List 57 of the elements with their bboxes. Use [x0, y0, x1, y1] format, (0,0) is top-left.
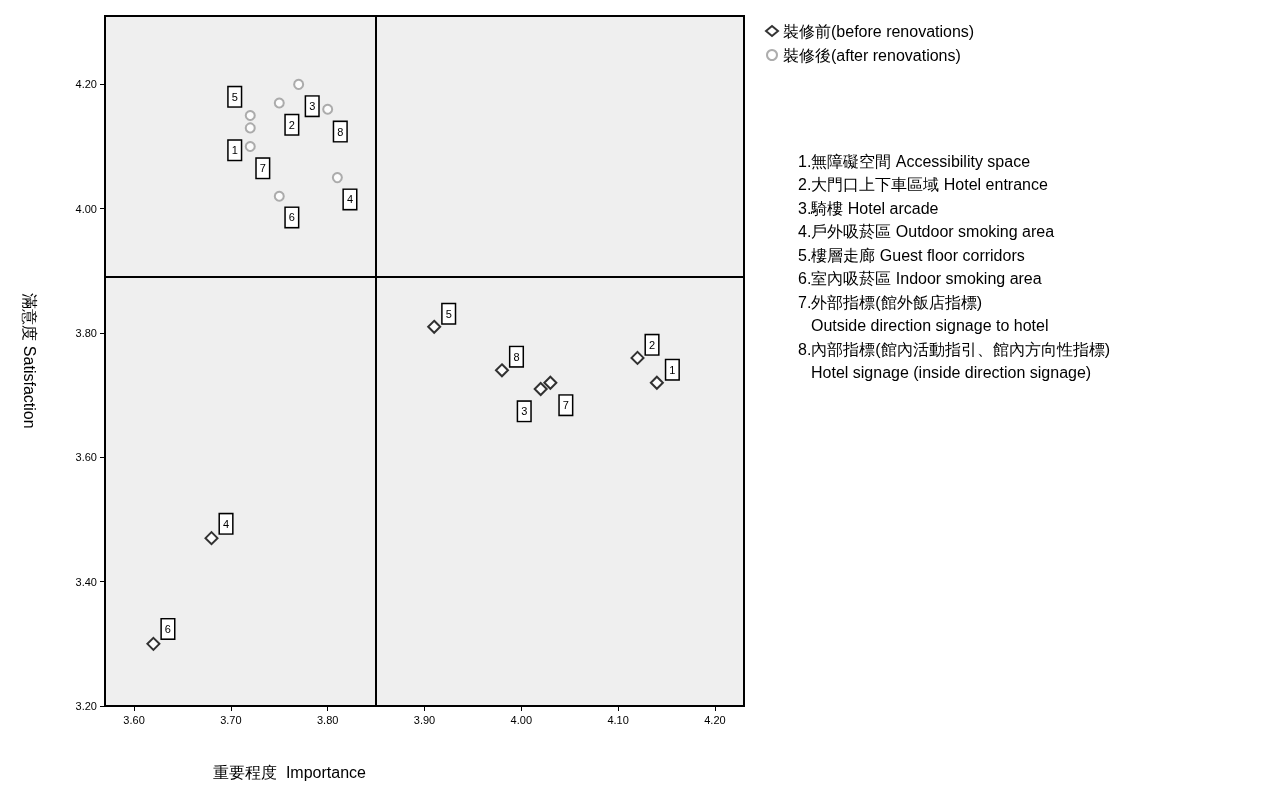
point — [273, 97, 285, 109]
point — [244, 109, 256, 121]
x-tick-label: 3.60 — [123, 713, 145, 726]
annotation: 7 — [259, 162, 266, 175]
annotation: 6 — [164, 622, 171, 635]
x-tick-label: 3.70 — [220, 713, 242, 726]
text: 3.騎樓 Hotel arcade — [798, 199, 939, 217]
y-tick-label: 3.20 — [75, 700, 97, 712]
point — [649, 375, 664, 390]
point — [204, 531, 219, 546]
text: 4.戶外吸菸區 Outdoor smoking area — [798, 223, 1055, 240]
y-axis-title: 滿意度 Satisfaction — [20, 293, 38, 429]
annotation: 5 — [445, 307, 452, 320]
point — [244, 141, 256, 153]
point — [322, 103, 334, 115]
point — [244, 122, 256, 134]
text: 6.室內吸菸區 Indoor smoking area — [798, 270, 1042, 287]
point — [273, 190, 285, 202]
point — [533, 381, 548, 396]
annotation: 3 — [521, 405, 528, 418]
y-tick-label: 3.60 — [75, 451, 97, 464]
legend-label: 裝修前(before renovations) — [783, 22, 975, 40]
annotation: 3 — [309, 100, 316, 113]
annotation: 8 — [337, 125, 344, 138]
annotation: 1 — [231, 144, 238, 157]
point — [427, 319, 442, 334]
point — [331, 172, 343, 184]
point — [630, 350, 645, 365]
annotation: 6 — [288, 211, 295, 224]
y-tick-label: 3.80 — [75, 327, 97, 340]
annotation: 7 — [562, 399, 569, 412]
text: 7.外部指標(館外飯店指標) Outside direction signage to hotel — [798, 293, 1049, 334]
x-tick-label: 3.90 — [413, 713, 436, 726]
point — [293, 78, 305, 90]
y-tick-label: 4.20 — [75, 78, 97, 91]
text: 2.大門口上下車區域 Hotel entrance — [798, 176, 1048, 193]
text: 1.無障礙空間 Accessibility space — [798, 152, 1031, 170]
annotation: 8 — [513, 350, 520, 363]
x-tick-label: 3.80 — [316, 713, 339, 726]
y-tick-label: 3.40 — [75, 575, 97, 588]
x-tick-label: 4.20 — [704, 713, 726, 726]
point — [494, 363, 509, 378]
x-axis-title: 重要程度 Importance — [213, 763, 367, 781]
annotation: 4 — [346, 193, 354, 206]
text: 5.樓層走廊 Guest floor corridors — [798, 246, 1025, 264]
annotation: 1 — [669, 363, 676, 376]
x-tick-label: 4.00 — [510, 713, 533, 726]
point — [146, 636, 161, 651]
point — [543, 375, 558, 390]
x-tick-label: 4.10 — [607, 713, 629, 726]
annotation: 4 — [222, 517, 230, 530]
annotation: 2 — [648, 338, 656, 351]
text: 8.內部指標(館內活動指引、館內方向性指標) Hotel signage (inside direction signage) — [798, 340, 1110, 381]
legend-label: 裝修後(after renovations) — [783, 46, 961, 64]
annotation: 2 — [288, 118, 295, 131]
annotation: 5 — [231, 90, 238, 103]
y-tick-label: 4.00 — [75, 202, 97, 215]
